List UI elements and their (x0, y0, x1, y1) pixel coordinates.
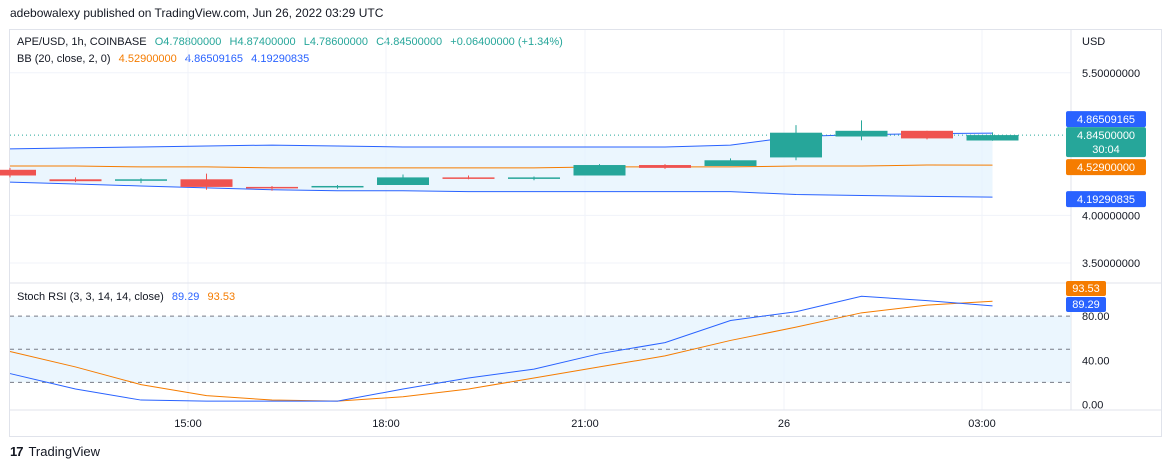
candle (835, 120, 888, 141)
x-tick-label: 18:00 (372, 418, 400, 430)
badge-rsi-d-text: 93.53 (1072, 283, 1100, 295)
x-tick-label: 03:00 (968, 418, 996, 430)
badge-rsi-d-bg (1066, 281, 1106, 296)
candle (508, 176, 560, 181)
legend-bb-basis: 4.52900000 (118, 53, 177, 65)
x-tick-label: 21:00 (571, 418, 599, 430)
legend-bb: BB (20, close, 2, 0) 4.52900000 4.865091… (17, 53, 311, 65)
badge-last-price: 4.84500000 30:04 (1066, 127, 1146, 158)
badge-bb-upper: 4.86509165 (1066, 111, 1146, 128)
legend-main: APE/USD, 1h, COINBASE O4.78800000 H4.874… (17, 36, 565, 48)
price-tick-label: 4.00000000 (1082, 210, 1140, 222)
candle-body (966, 135, 1019, 141)
candle-body (508, 177, 560, 179)
candle (115, 178, 167, 184)
badge-bb-basis-text: 4.52900000 (1077, 162, 1135, 174)
candle-body (704, 160, 757, 166)
candle (573, 164, 626, 176)
candle (180, 173, 233, 190)
candle-body (0, 169, 36, 176)
legend-rsi-label[interactable]: Stoch RSI (3, 3, 14, 14, close) (17, 291, 164, 303)
legend-high: H4.87400000 (229, 36, 296, 48)
rsi-d-line (9, 300, 993, 402)
badge-rsi-k-text: 89.29 (1072, 299, 1100, 311)
badge-rsi-k-bg (1066, 297, 1106, 312)
legend-rsi-d: 93.53 (207, 291, 236, 303)
rsi-tick-label: 80.00 (1082, 311, 1110, 323)
candle (0, 167, 36, 178)
badge-bb-upper-text: 4.86509165 (1077, 114, 1135, 126)
bb-fill (10, 133, 993, 198)
bb-upper-line (9, 132, 993, 150)
badge-bb-upper-bg (1066, 111, 1146, 128)
badge-bb-basis: 4.52900000 (1066, 159, 1146, 176)
candle (442, 175, 495, 180)
badge-bb-basis-bg (1066, 159, 1146, 176)
badge-rsi-k: 89.29 (1066, 297, 1106, 312)
candle (311, 185, 364, 189)
candle (377, 174, 429, 186)
candle (770, 125, 822, 161)
candle-body (639, 165, 691, 168)
candle-body (115, 179, 167, 181)
legend-bb-label[interactable]: BB (20, close, 2, 0) (17, 53, 111, 65)
candle (246, 185, 298, 191)
candle-body (180, 179, 233, 187)
badge-last-price-bg (1066, 127, 1146, 158)
candle-body (573, 165, 626, 176)
candle (49, 177, 102, 183)
x-tick-label: 15:00 (174, 418, 202, 430)
rsi-tick-label: 40.00 (1082, 355, 1110, 367)
currency-label: USD (1082, 36, 1105, 48)
bb-lower-line (9, 181, 993, 198)
legend-change: +0.06400000 (+1.34%) (450, 36, 563, 48)
bb-basis-line (10, 164, 993, 169)
candle (901, 130, 953, 140)
footer: 17 TradingView (10, 444, 100, 459)
legend-bb-upper: 4.86509165 (184, 53, 244, 65)
badge-rsi-d: 93.53 (1066, 281, 1106, 296)
badge-last-price-text: 30:04 (1092, 144, 1120, 156)
candle (966, 132, 1019, 141)
legend-low: L4.78600000 (303, 36, 368, 48)
badge-bb-lower-text: 4.19290835 (1077, 194, 1135, 206)
legend-bb-lower: 4.19290835 (251, 53, 310, 65)
legend-symbol[interactable]: APE/USD, 1h, COINBASE (17, 36, 147, 48)
candle-body (246, 186, 298, 189)
footer-brand[interactable]: TradingView (28, 444, 101, 459)
tradingview-logo-icon: 17 (10, 444, 24, 459)
candle (704, 158, 757, 166)
legend-rsi: Stoch RSI (3, 3, 14, 14, close) 89.29 93… (17, 291, 237, 303)
badge-bb-lower: 4.19290835 (1066, 191, 1146, 208)
candle-body (835, 130, 888, 137)
badge-last-price-text: 4.84500000 (1077, 130, 1135, 142)
rsi-tick-label: 0.00 (1082, 399, 1103, 411)
candle (639, 164, 691, 169)
candle-body (311, 185, 364, 188)
rsi-k-line (9, 295, 993, 402)
badge-bb-lower-bg (1066, 191, 1146, 208)
price-tick-label: 3.50000000 (1082, 258, 1140, 270)
price-tick-label: 5.50000000 (1082, 68, 1140, 80)
candle-body (770, 132, 822, 158)
candle-body (901, 130, 953, 139)
chart-frame (9, 29, 1162, 437)
x-tick-label: 26 (778, 418, 790, 430)
candle-body (377, 177, 429, 186)
legend-rsi-k: 89.29 (171, 291, 200, 303)
publish-line: adebowalexy published on TradingView.com… (10, 6, 384, 20)
legend-close: C4.84500000 (376, 36, 443, 48)
candle-body (49, 179, 102, 182)
candle-body (442, 177, 495, 179)
